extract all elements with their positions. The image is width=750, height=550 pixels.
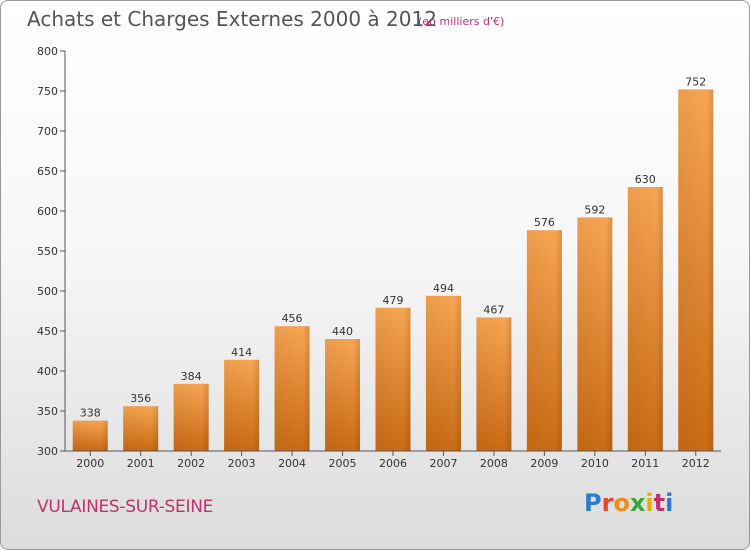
y-tick-label: 550 (37, 245, 58, 258)
logo-letter: t (653, 489, 666, 517)
y-tick-label: 350 (37, 405, 58, 418)
x-tick-label-2003: 2003 (228, 457, 256, 470)
x-tick-label-2008: 2008 (480, 457, 508, 470)
bar-shade (526, 230, 562, 451)
x-tick-label-2005: 2005 (329, 457, 357, 470)
data-label-2002: 384 (181, 370, 202, 383)
bar-shade (678, 89, 714, 452)
bar-shade (72, 420, 108, 451)
town-name: VULAINES-SUR-SEINE (37, 497, 214, 517)
bar-shade (274, 326, 310, 451)
bar-shade (476, 317, 512, 451)
data-label-2004: 456 (282, 312, 303, 325)
x-tick-label-2012: 2012 (682, 457, 710, 470)
x-axis: 2000 2001 2002 2003 2004 2005 2006 2007 2008 2009… (65, 450, 721, 470)
data-label-2008: 467 (483, 303, 504, 316)
proxiti-logo[interactable]: Proxiti (584, 489, 673, 517)
y-tick-label: 600 (37, 205, 58, 218)
y-tick-label: 500 (37, 285, 58, 298)
y-tick-label: 800 (37, 45, 58, 58)
bar-shade (173, 383, 209, 451)
data-label-2005: 440 (332, 325, 353, 338)
x-tick-label-2000: 2000 (76, 457, 104, 470)
x-tick-label-2011: 2011 (631, 457, 659, 470)
bar-shade (123, 406, 159, 451)
x-tick-label-2002: 2002 (177, 457, 205, 470)
data-label-2012: 752 (685, 75, 706, 88)
data-label-2006: 479 (383, 294, 404, 307)
bars: 338 356 384 414 456 440 479 494 467 576 592 630 752 (72, 75, 714, 452)
chart-title: Achats et Charges Externes 2000 à 2012 (27, 7, 437, 31)
bar-shade (425, 295, 461, 451)
x-tick-label-2006: 2006 (379, 457, 407, 470)
bar-shade (375, 307, 411, 451)
y-tick-label: 650 (37, 165, 58, 178)
x-tick-label-2010: 2010 (581, 457, 609, 470)
x-tick-label-2007: 2007 (429, 457, 457, 470)
logo-letter: i (665, 489, 674, 517)
bar-shade (577, 217, 613, 451)
y-tick-label: 700 (37, 125, 58, 138)
logo-letter: P (584, 489, 602, 517)
x-tick-label-2001: 2001 (127, 457, 155, 470)
data-label-2001: 356 (130, 392, 151, 405)
bar-shade (224, 359, 260, 451)
y-tick-label: 450 (37, 325, 58, 338)
y-axis: 300 350 400 450 500 550 600 650 700 750 800 (37, 45, 66, 458)
logo-letter: i (645, 489, 654, 517)
y-tick-label: 750 (37, 85, 58, 98)
data-label-2007: 494 (433, 282, 454, 295)
bar-shade (627, 187, 663, 451)
y-tick-label: 300 (37, 445, 58, 458)
x-tick-label-2004: 2004 (278, 457, 306, 470)
y-tick-label: 400 (37, 365, 58, 378)
x-tick-label-2009: 2009 (530, 457, 558, 470)
data-label-2011: 630 (635, 173, 656, 186)
bar-shade (325, 339, 361, 451)
data-label-2010: 592 (584, 203, 605, 216)
logo-letter: o (613, 489, 630, 517)
logo-letter: r (601, 489, 614, 517)
logo-letter: x (629, 489, 646, 517)
data-label-2009: 576 (534, 216, 555, 229)
chart-subtitle: (en milliers d'€) (418, 15, 505, 28)
data-label-2000: 338 (80, 407, 101, 420)
data-label-2003: 414 (231, 346, 252, 359)
